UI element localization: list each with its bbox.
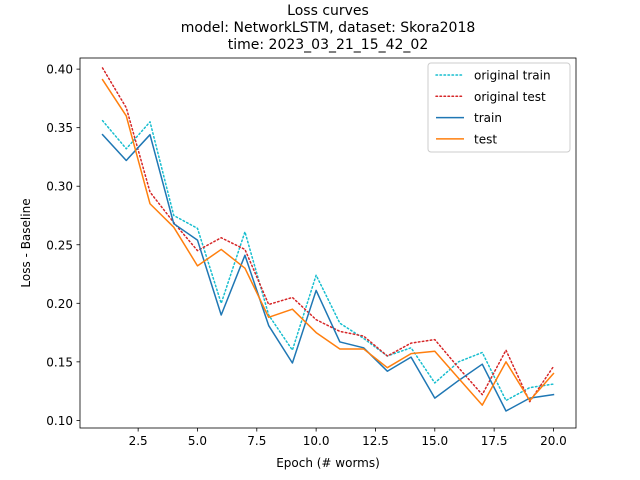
x-tick-label: 7.5 — [247, 434, 266, 448]
test-series-line — [101, 78, 555, 406]
legend-label-original-test: original test — [474, 90, 546, 104]
y-tick-label: 0.30 — [46, 180, 73, 194]
title-line-2: model: NetworkLSTM, dataset: Skora2018 — [181, 20, 476, 36]
legend-label-train: train — [474, 111, 502, 125]
x-axis-ticks: 2.5 5.0 7.5 10.0 12.5 15.0 17.5 20.0 — [129, 428, 567, 448]
series-layer — [101, 67, 555, 412]
y-tick-label: 0.40 — [46, 63, 73, 77]
original-train-series-line — [101, 119, 555, 402]
original-test-series-line — [101, 67, 555, 403]
legend-box — [427, 62, 571, 153]
title-line-1: Loss curves — [287, 3, 369, 19]
x-tick-label: 10.0 — [303, 434, 330, 448]
x-tick-label: 20.0 — [540, 434, 567, 448]
x-tick-label: 5.0 — [188, 434, 207, 448]
y-tick-label: 0.20 — [46, 297, 73, 311]
y-axis-label: Loss - Baseline — [19, 198, 33, 287]
legend-label-test: test — [474, 132, 497, 146]
x-tick-label: 2.5 — [129, 434, 148, 448]
y-axis-ticks: 0.10 0.15 0.20 0.25 0.30 0.35 0.40 — [46, 63, 80, 428]
legend-label-original-train: original train — [474, 69, 551, 83]
train-series-line — [101, 133, 555, 412]
y-tick-label: 0.25 — [46, 238, 73, 252]
title-line-3: time: 2023_03_21_15_42_02 — [228, 37, 429, 53]
y-tick-label: 0.15 — [46, 355, 73, 369]
x-tick-label: 15.0 — [421, 434, 448, 448]
legend: original train original test train test — [427, 62, 571, 153]
legend-entries: original train original test train test — [435, 69, 551, 146]
y-tick-label: 0.10 — [46, 414, 73, 428]
chart-title: Loss curves model: NetworkLSTM, dataset:… — [181, 3, 476, 53]
axes-frame — [79, 57, 577, 429]
x-axis-label: Epoch (# worms) — [276, 456, 380, 470]
x-tick-label: 12.5 — [362, 434, 389, 448]
x-tick-label: 17.5 — [481, 434, 508, 448]
y-tick-label: 0.35 — [46, 121, 73, 135]
plot-area — [79, 57, 577, 429]
